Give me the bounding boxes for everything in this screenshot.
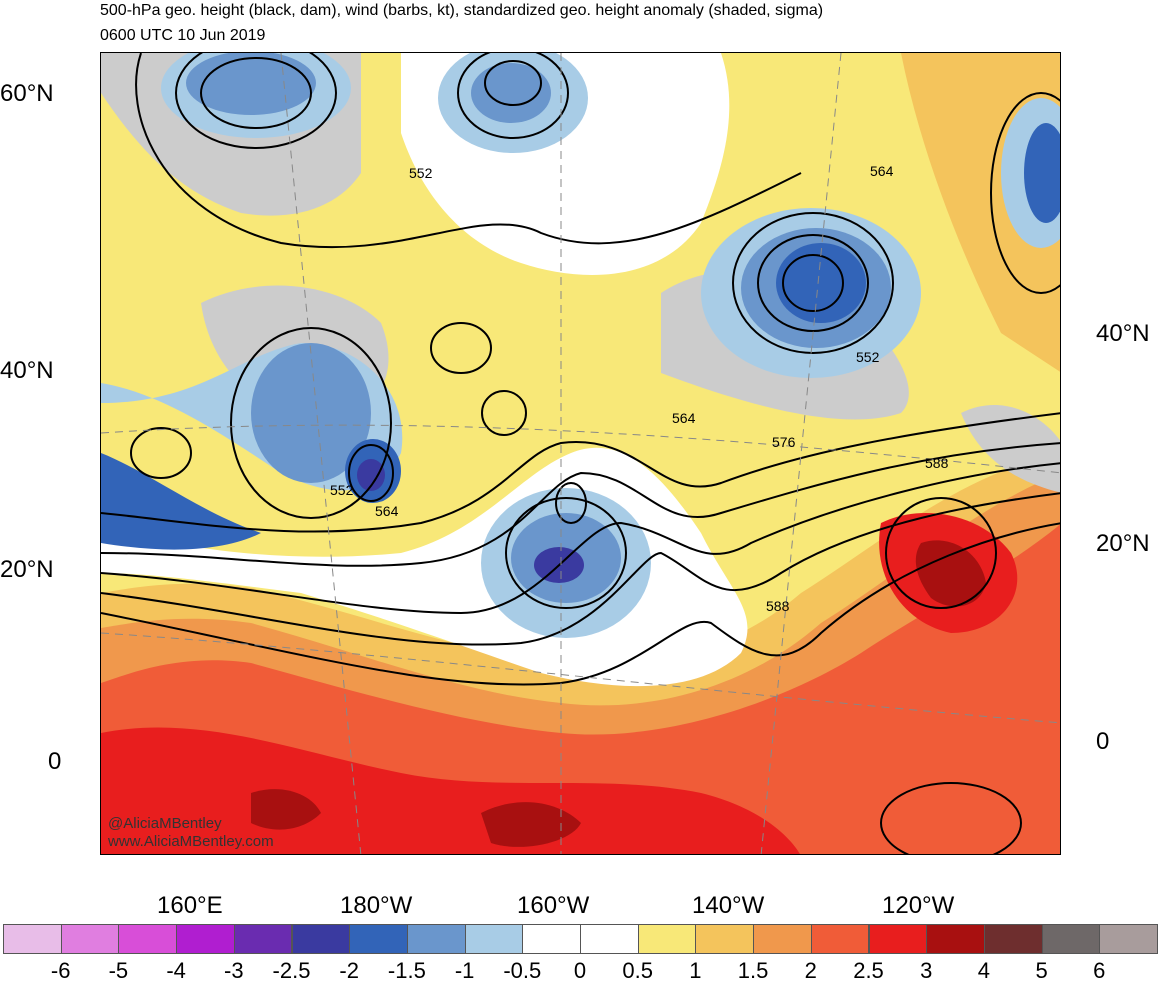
low-anomaly-5-mid (251, 343, 371, 483)
lon-label: 180°W (340, 892, 413, 919)
colorbar-label: 3 (920, 958, 933, 983)
colorbar-swatch (983, 924, 1043, 954)
contour-label: 552 (330, 482, 354, 498)
colorbar-swatch (637, 924, 697, 954)
colorbar-swatch (176, 924, 235, 954)
colorbar-swatch (118, 924, 178, 954)
colorbar-label: -1.5 (387, 958, 426, 983)
colorbar-swatch (1041, 924, 1101, 954)
lon-label: 120°W (882, 892, 955, 919)
colorbar-swatch (522, 924, 581, 954)
valid-time: 0600 UTC 10 Jun 2019 (100, 27, 266, 44)
lat-label-left: 60°N (0, 80, 54, 107)
land-mask-rockies (961, 405, 1060, 493)
colorbar-label: 2.5 (853, 958, 884, 983)
colorbar-label: -4 (166, 958, 186, 983)
chart-title: 500-hPa geo. height (black, dam), wind (… (100, 2, 824, 19)
anomaly-max-tropics (481, 802, 581, 847)
anomaly-map (101, 53, 1060, 854)
colorbar-swatch (406, 924, 466, 954)
contour-label: 588 (766, 598, 790, 614)
colorbar-label: 6 (1093, 958, 1106, 983)
colorbar-label: -2 (339, 958, 359, 983)
anomaly-max-west (251, 789, 321, 830)
lat-label-right: 0 (1096, 728, 1110, 755)
anomaly-max-west-us (915, 540, 986, 607)
colorbar-swatch (349, 924, 408, 954)
low-anomaly-4-core (1024, 123, 1060, 223)
colorbar-label: -3 (224, 958, 244, 983)
contour-label: 564 (375, 503, 399, 519)
contour-label: 588 (925, 455, 949, 471)
colorbar-label: 0.5 (622, 958, 653, 983)
colorbar-label: 5 (1035, 958, 1048, 983)
credit-website[interactable]: www.AliciaMBentley.com (108, 833, 274, 850)
colorbar-swatch (464, 924, 524, 954)
contour-label: 564 (672, 410, 696, 426)
colorbar-swatch (753, 924, 812, 954)
colorbar-label: 0 (573, 958, 587, 983)
lat-label-left: 0 (48, 748, 62, 775)
lat-label-right: 40°N (1096, 320, 1150, 347)
height-contours (101, 53, 1060, 854)
colorbar-swatch (3, 924, 62, 954)
contour-label: 552 (856, 349, 880, 365)
credit-handle: @AliciaMBentley (108, 815, 222, 832)
colorbar-label: 4 (977, 958, 991, 983)
lon-label: 160°E (157, 892, 223, 919)
colorbar-label: 1 (689, 958, 702, 983)
colorbar-label: -0.5 (503, 958, 542, 983)
colorbar-swatch (810, 924, 870, 954)
contour-label: 564 (870, 163, 894, 179)
colorbar-swatch (868, 924, 928, 954)
colorbar-swatch (291, 924, 351, 954)
colorbar-swatch (60, 924, 120, 954)
lat-label-left: 20°N (0, 556, 54, 583)
map-panel (100, 52, 1061, 855)
colorbar-label: 1.5 (737, 958, 769, 983)
anomaly-band-1 (101, 53, 1060, 666)
lat-label-right: 20°N (1096, 530, 1150, 557)
colorbar-label: -1 (454, 958, 475, 983)
low-anomaly-3-core (776, 243, 866, 323)
lon-label: 160°W (517, 892, 590, 919)
contour-label: 576 (772, 434, 796, 450)
colorbar-swatch (233, 924, 293, 954)
colorbar-swatch (695, 924, 755, 954)
colorbar-label: -2.5 (272, 958, 311, 983)
colorbar-swatch (926, 924, 985, 954)
colorbar-label: -6 (50, 958, 71, 983)
colorbar-label: 2 (804, 958, 817, 983)
low-anomaly-2-core (471, 63, 551, 123)
lat-label-left: 40°N (0, 357, 54, 384)
colorbar-swatch (1099, 924, 1158, 954)
colorbar-label: -5 (108, 958, 129, 983)
contour-label: 552 (409, 165, 433, 181)
colorbar-swatch (580, 924, 639, 954)
graticule (101, 53, 1060, 854)
low-anomaly-5-max (357, 459, 385, 491)
lon-label: 140°W (692, 892, 765, 919)
